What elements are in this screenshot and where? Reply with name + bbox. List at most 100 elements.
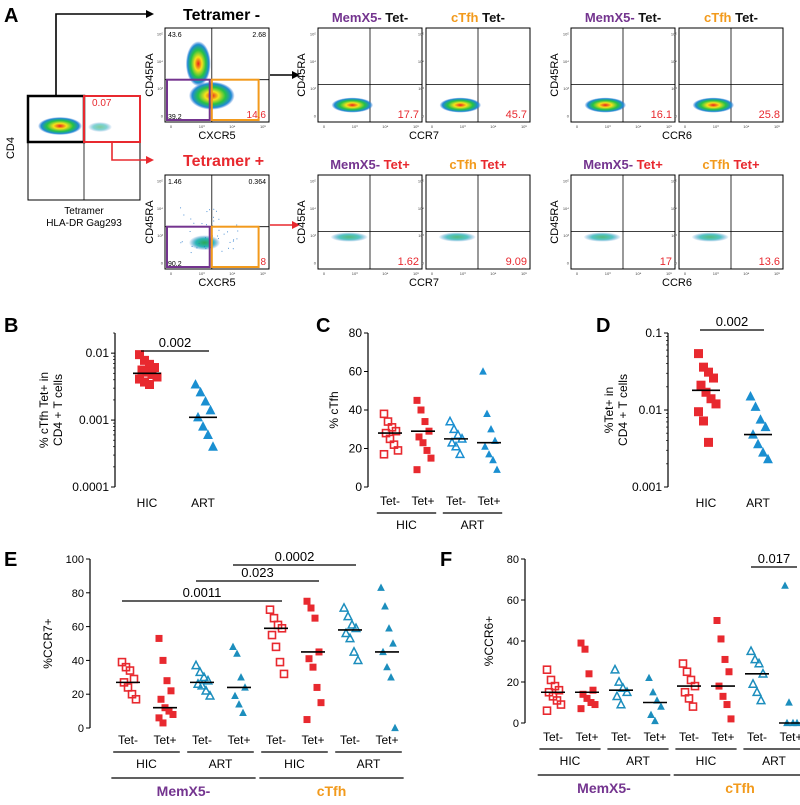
y-tick-label: 40 [507, 636, 519, 648]
ccr6-plots-tet-pos: 0010³10³10⁴10⁴10⁵10⁵170010³10³10⁴10⁴10⁵1… [549, 157, 784, 289]
quadrant-value: 43.6 [168, 32, 182, 39]
data-point [142, 367, 152, 377]
event-dot [215, 210, 217, 212]
category-label: ART [746, 496, 770, 510]
quadrant-value: 25.8 [759, 109, 780, 121]
category-label: Tet+ [575, 730, 598, 744]
density-blob [88, 122, 112, 132]
data-point [155, 714, 163, 722]
data-point [719, 692, 727, 700]
tick-label: 0 [675, 261, 678, 266]
data-point [159, 719, 167, 727]
y-tick-label: 20 [507, 677, 519, 689]
data-point [581, 645, 589, 653]
event-dot [236, 224, 238, 226]
tick-label: 10⁴ [310, 59, 316, 64]
data-point [542, 706, 552, 716]
data-point [163, 677, 171, 685]
cxcr5-plot-tet-neg: 0 0 10³ 10³ 10⁴ 10⁴ 10⁵ 10⁵ 43.6 2.68 39.2 14.6 CXCR… [144, 27, 270, 142]
supergroup-label: MemX5- [577, 780, 631, 796]
event-dot [213, 220, 215, 222]
density-blob [330, 232, 368, 242]
data-point [485, 450, 493, 458]
memx5-gate [166, 78, 211, 121]
data-point [727, 715, 735, 723]
tick-label: 10⁴ [635, 271, 641, 276]
data-point [745, 391, 756, 401]
quadrant-value: 17 [660, 256, 672, 268]
data-point [554, 685, 564, 695]
event-dot [223, 233, 225, 235]
tick-label: 10⁵ [666, 271, 672, 276]
data-point [444, 415, 456, 426]
quadrant-value: 45.7 [506, 109, 527, 121]
event-dot [204, 237, 206, 239]
data-point [200, 685, 212, 695]
supergroup-label: cTfh [317, 783, 347, 799]
group-label: HIC [136, 757, 157, 771]
tick-label: 0 [576, 271, 579, 276]
subset-title: cTfh Tet+ [449, 157, 507, 172]
y-tick-label: 60 [349, 365, 363, 379]
category-label: HIC [696, 496, 717, 510]
quadrant-value: 90.2 [168, 261, 182, 268]
data-point [621, 686, 633, 697]
data-point [196, 679, 208, 690]
data-point [231, 691, 239, 700]
x-axis-label: CXCR5 [198, 277, 235, 289]
flow-arrows [55, 10, 300, 229]
data-point [379, 449, 389, 459]
x-axis-label: HLA-DR Gag293 [46, 218, 122, 229]
tick-label: 10³ [310, 86, 316, 91]
data-point [747, 678, 759, 688]
subset-title: cTfh Tet- [704, 10, 758, 25]
tick-label: 10³ [713, 271, 719, 276]
data-point [381, 602, 389, 610]
data-point [391, 723, 399, 732]
data-point [542, 665, 552, 675]
p-value-label: 0.002 [159, 335, 192, 350]
p-value-label: 0.023 [241, 565, 274, 580]
p-value-label: 0.017 [758, 551, 791, 566]
data-point [303, 716, 311, 724]
data-point [415, 433, 423, 441]
tick-label: 10³ [157, 86, 163, 91]
category-label: Tet+ [227, 733, 250, 747]
panel-letter-b: B [4, 315, 18, 337]
y-tick-label: 0 [78, 723, 84, 735]
data-point [190, 659, 202, 670]
data-point [303, 597, 311, 605]
tick-label: 0 [170, 271, 173, 276]
tick-label: 0 [323, 124, 326, 129]
event-dot [201, 223, 203, 225]
data-point [377, 583, 385, 591]
quadrant-value: 9.09 [506, 256, 527, 268]
data-point [150, 363, 159, 373]
tick-label: 0 [422, 261, 425, 266]
tick-label: 10³ [418, 233, 424, 238]
data-point [725, 668, 733, 676]
data-point [140, 377, 149, 387]
category-label: HIC [137, 496, 158, 510]
event-dot [190, 218, 192, 220]
data-point [556, 700, 566, 709]
cxcr5-plot-tet-pos: 0 0 10³ 10³ 10⁴ 10⁴ 10⁵ 10⁵ 1.46 0.364 90.2 8 CXCR5 C… [144, 174, 270, 289]
quadrant-value: 8 [260, 257, 266, 268]
tick-label: 0 [161, 261, 164, 266]
x-axis-label: CCR7 [409, 277, 439, 289]
data-point [135, 350, 144, 360]
tetramer-gate-plot: 0.07 CD4 Tetramer HLA-DR Gag293 [5, 94, 141, 229]
data-point [387, 673, 395, 681]
data-point [706, 394, 716, 404]
panel-letter-a: A [4, 5, 18, 27]
data-point [753, 438, 763, 449]
tick-label: 10³ [157, 233, 163, 238]
y-axis-label: %CCR7+ [41, 618, 55, 668]
panel-letter-f: F [440, 549, 452, 571]
tick-label: 10⁵ [563, 32, 569, 37]
category-label: Tet+ [477, 494, 500, 508]
y-tick-label: 0.01 [639, 403, 663, 417]
y-tick-label: 0 [355, 480, 362, 494]
tick-label: 10⁴ [310, 206, 316, 211]
gate-value: 0.07 [92, 98, 112, 109]
